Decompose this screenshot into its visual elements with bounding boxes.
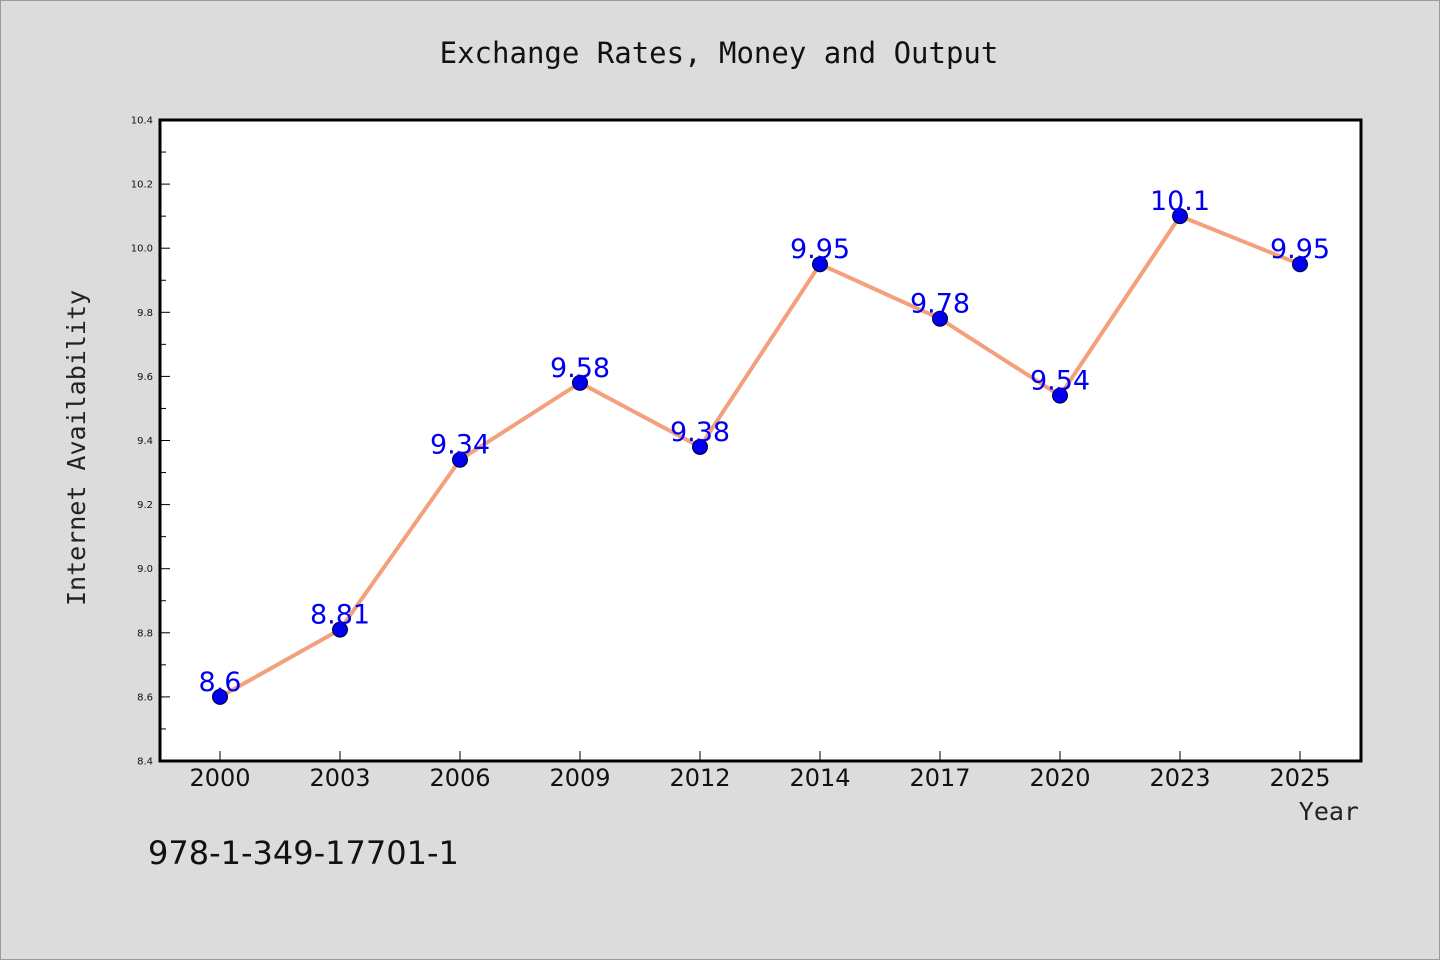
data-point [1052, 387, 1068, 404]
data-point [572, 374, 588, 391]
data-point [452, 451, 468, 468]
y-axis-title: Internet Availability [62, 290, 91, 606]
x-axis-title: Year [1299, 797, 1359, 826]
series-line [218, 214, 1302, 699]
data-label: 9.78 [910, 289, 970, 320]
data-label: 8.81 [310, 600, 370, 631]
y-tick-label: 8.8 [137, 628, 153, 639]
y-tick-label: 9.6 [137, 372, 153, 383]
data-label-layer: 8.6 8.81 9.34 9.58 9.38 9.95 9.78 9.54 10.1 9.95 [199, 186, 1331, 698]
data-point [1292, 256, 1308, 273]
data-point [332, 621, 348, 638]
data-label: 9.54 [1030, 366, 1090, 397]
data-point [692, 438, 708, 455]
data-label: 9.38 [670, 417, 730, 448]
y-tick-label: 10.2 [131, 180, 153, 191]
y-tick-label: 9.2 [137, 500, 153, 511]
x-tick-label: 2006 [429, 764, 490, 792]
y-tick-label: 10.0 [131, 244, 153, 255]
data-label: 8.6 [199, 667, 242, 698]
x-tick-label: 2014 [789, 764, 850, 792]
y-tick-label: 10.4 [131, 116, 153, 127]
x-axis: 2000 2003 2006 2009 2012 2014 2017 2020 2023 2025 [189, 751, 1331, 792]
y-tick-label: 9.8 [137, 308, 153, 319]
x-tick-label: 2017 [909, 764, 970, 792]
x-tick-label: 2012 [669, 764, 730, 792]
x-tick-label: 2025 [1269, 764, 1330, 792]
data-label: 9.58 [550, 353, 610, 384]
data-point [812, 256, 828, 273]
y-tick-label: 9.4 [137, 436, 153, 447]
chart-title: Exchange Rates, Money and Output [440, 36, 999, 70]
data-point [1172, 208, 1188, 225]
y-tick-label: 8.6 [137, 692, 153, 703]
y-tick-label: 8.4 [137, 757, 153, 768]
y-tick-label: 9.0 [137, 564, 153, 575]
series-layer [212, 208, 1308, 705]
data-label: 9.34 [430, 430, 490, 461]
x-tick-label: 2020 [1029, 764, 1090, 792]
data-point [212, 688, 228, 705]
plot-border [158, 118, 1363, 763]
x-tick-label: 2000 [189, 764, 250, 792]
data-label: 10.1 [1150, 186, 1210, 217]
x-tick-label: 2003 [309, 764, 370, 792]
data-point [932, 310, 948, 327]
x-tick-label: 2023 [1149, 764, 1210, 792]
data-label: 9.95 [790, 234, 850, 265]
plot-area [160, 120, 1361, 761]
x-tick-label: 2009 [549, 764, 610, 792]
isbn-text: 978-1-349-17701-1 [148, 834, 459, 872]
data-label: 9.95 [1270, 234, 1330, 265]
